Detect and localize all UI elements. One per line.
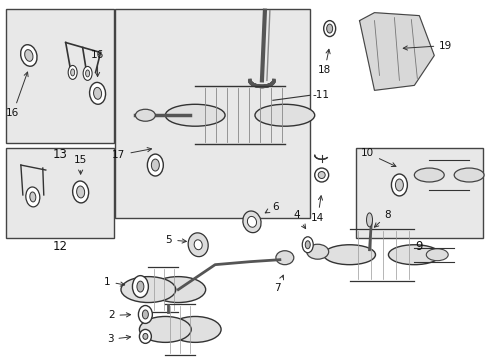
Text: 3: 3 bbox=[107, 334, 130, 345]
Ellipse shape bbox=[132, 276, 148, 298]
Ellipse shape bbox=[306, 244, 328, 259]
Text: 10: 10 bbox=[360, 148, 395, 167]
Ellipse shape bbox=[139, 316, 191, 342]
Ellipse shape bbox=[121, 276, 175, 302]
Text: 15: 15 bbox=[74, 155, 87, 174]
Bar bbox=[6, 148, 113, 238]
Ellipse shape bbox=[77, 186, 84, 198]
Ellipse shape bbox=[453, 168, 483, 182]
Ellipse shape bbox=[194, 240, 202, 250]
Ellipse shape bbox=[151, 276, 205, 302]
Text: 19: 19 bbox=[403, 41, 451, 50]
Bar bbox=[355, 148, 482, 238]
Ellipse shape bbox=[142, 310, 148, 319]
Text: 13: 13 bbox=[52, 148, 67, 161]
Text: 9: 9 bbox=[415, 240, 422, 253]
Ellipse shape bbox=[26, 187, 40, 207]
Ellipse shape bbox=[169, 316, 221, 342]
Ellipse shape bbox=[151, 159, 159, 171]
Ellipse shape bbox=[24, 50, 33, 61]
Ellipse shape bbox=[314, 168, 328, 182]
Ellipse shape bbox=[73, 181, 88, 203]
Ellipse shape bbox=[93, 87, 102, 99]
Ellipse shape bbox=[305, 241, 309, 249]
Ellipse shape bbox=[68, 66, 77, 80]
Ellipse shape bbox=[366, 213, 372, 227]
Ellipse shape bbox=[395, 179, 403, 191]
Text: 17: 17 bbox=[112, 148, 151, 160]
Ellipse shape bbox=[138, 306, 152, 323]
Text: 8: 8 bbox=[374, 210, 390, 227]
Text: 18: 18 bbox=[317, 49, 331, 76]
Ellipse shape bbox=[323, 245, 375, 265]
Ellipse shape bbox=[137, 281, 143, 292]
Text: 14: 14 bbox=[310, 196, 324, 223]
Text: 16: 16 bbox=[6, 72, 28, 118]
Ellipse shape bbox=[139, 329, 151, 343]
Ellipse shape bbox=[243, 211, 261, 233]
Ellipse shape bbox=[83, 67, 92, 80]
Ellipse shape bbox=[323, 21, 335, 37]
Ellipse shape bbox=[390, 174, 407, 196]
Ellipse shape bbox=[254, 104, 314, 126]
Bar bbox=[6, 9, 113, 143]
Ellipse shape bbox=[89, 82, 105, 104]
Ellipse shape bbox=[247, 216, 256, 227]
Ellipse shape bbox=[85, 70, 89, 77]
Ellipse shape bbox=[318, 171, 325, 179]
Text: 12: 12 bbox=[52, 240, 67, 253]
Ellipse shape bbox=[71, 69, 75, 76]
Text: 6: 6 bbox=[264, 202, 278, 213]
Ellipse shape bbox=[135, 109, 155, 121]
Ellipse shape bbox=[30, 192, 36, 202]
Ellipse shape bbox=[147, 154, 163, 176]
Polygon shape bbox=[359, 13, 433, 90]
Ellipse shape bbox=[165, 104, 224, 126]
Text: 4: 4 bbox=[293, 210, 305, 229]
Ellipse shape bbox=[302, 237, 313, 253]
Ellipse shape bbox=[275, 251, 293, 265]
Ellipse shape bbox=[387, 245, 439, 265]
Ellipse shape bbox=[188, 233, 208, 257]
Ellipse shape bbox=[326, 24, 332, 33]
Text: -11: -11 bbox=[312, 90, 329, 100]
Text: 2: 2 bbox=[108, 310, 130, 320]
Text: 5: 5 bbox=[165, 235, 186, 245]
Text: 16: 16 bbox=[91, 50, 104, 77]
Text: 1: 1 bbox=[103, 276, 124, 287]
Ellipse shape bbox=[142, 333, 147, 339]
Ellipse shape bbox=[20, 45, 37, 66]
Ellipse shape bbox=[426, 249, 447, 261]
Bar bbox=[115, 9, 309, 218]
Text: 7: 7 bbox=[274, 275, 283, 293]
Ellipse shape bbox=[413, 168, 443, 182]
